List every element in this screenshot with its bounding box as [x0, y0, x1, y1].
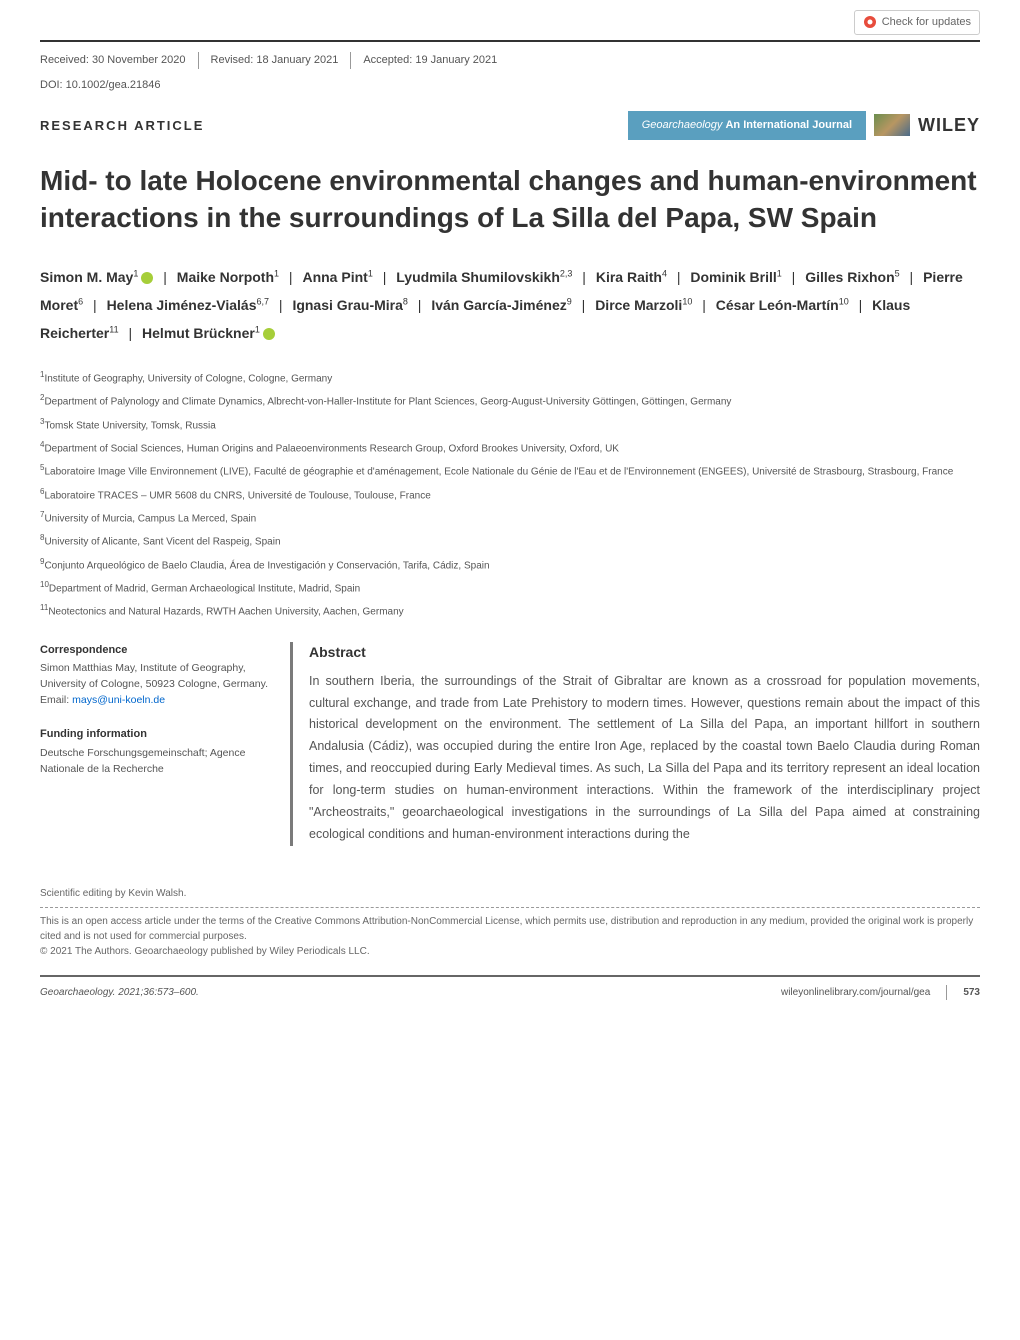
author-separator: | — [275, 297, 286, 313]
journal-title: Geoarchaeology — [642, 119, 723, 131]
author-separator: | — [578, 269, 589, 285]
editor-note: Scientific editing by Kevin Walsh. — [40, 886, 980, 901]
author-separator: | — [159, 269, 170, 285]
affiliation: 11Neotectonics and Natural Hazards, RWTH… — [40, 600, 980, 621]
author: César León-Martín10 — [716, 297, 849, 313]
license-block: This is an open access article under the… — [40, 907, 980, 959]
publisher-logo: WILEY — [918, 112, 980, 139]
correspondence-body: Simon Matthias May, Institute of Geograp… — [40, 661, 270, 693]
article-type-label: RESEARCH ARTICLE — [40, 116, 204, 136]
footer-citation: Geoarchaeology. 2021;36:573–600. — [40, 985, 199, 1000]
accepted-date: Accepted: 19 January 2021 — [351, 52, 509, 69]
author-separator: | — [379, 269, 390, 285]
affiliation: 7University of Murcia, Campus La Merced,… — [40, 507, 980, 528]
email-label: Email: — [40, 694, 69, 706]
author-separator: | — [698, 297, 709, 313]
author-separator: | — [89, 297, 100, 313]
check-updates-label: Check for updates — [882, 14, 971, 31]
author-separator: | — [906, 269, 917, 285]
author: Kira Raith4 — [596, 269, 667, 285]
received-date: Received: 30 November 2020 — [40, 52, 199, 69]
check-updates-icon — [863, 15, 877, 29]
abstract-text: In southern Iberia, the surroundings of … — [309, 671, 980, 846]
correspondence-email-link[interactable]: mays@uni-koeln.de — [72, 694, 165, 706]
footer-url-link[interactable]: wileyonlinelibrary.com/journal/gea — [781, 985, 930, 1000]
footer-right: wileyonlinelibrary.com/journal/gea 573 — [781, 985, 980, 1000]
orcid-icon[interactable] — [263, 328, 275, 340]
affiliation: 4Department of Social Sciences, Human Or… — [40, 437, 980, 458]
abstract-heading: Abstract — [309, 642, 980, 663]
page-footer: Geoarchaeology. 2021;36:573–600. wileyon… — [40, 975, 980, 1000]
affiliation: 9Conjunto Arqueológico de Baelo Claudia,… — [40, 554, 980, 575]
affiliation: 1Institute of Geography, University of C… — [40, 367, 980, 388]
journal-thumb-icon — [874, 114, 910, 136]
affiliation: 10Department of Madrid, German Archaeolo… — [40, 577, 980, 598]
correspondence-heading: Correspondence — [40, 642, 270, 659]
affiliation: 6Laboratoire TRACES – UMR 5608 du CNRS, … — [40, 484, 980, 505]
author: Helmut Brückner1 — [142, 325, 275, 341]
author: Ignasi Grau-Mira8 — [292, 297, 407, 313]
author-separator: | — [855, 297, 866, 313]
affiliation: 2Department of Palynology and Climate Dy… — [40, 390, 980, 411]
footer-pagenum: 573 — [946, 985, 980, 1000]
affiliation: 3Tomsk State University, Tomsk, Russia — [40, 414, 980, 435]
journal-tag: An International Journal — [725, 119, 852, 131]
license-line1: This is an open access article under the… — [40, 914, 980, 944]
revised-date: Revised: 18 January 2021 — [199, 52, 352, 69]
doi: DOI: 10.1002/gea.21846 — [40, 77, 980, 94]
correspondence-block: Correspondence Simon Matthias May, Insti… — [40, 642, 270, 709]
orcid-icon[interactable] — [141, 272, 153, 284]
affiliation-list: 1Institute of Geography, University of C… — [40, 367, 980, 622]
article-title: Mid- to late Holocene environmental chan… — [40, 162, 980, 238]
right-column: Abstract In southern Iberia, the surroun… — [290, 642, 980, 846]
body-columns: Correspondence Simon Matthias May, Insti… — [40, 642, 980, 846]
journal-badge: Geoarchaeology An International Journal … — [628, 111, 980, 140]
author: Maike Norpoth1 — [177, 269, 279, 285]
author-separator: | — [788, 269, 799, 285]
license-line2: © 2021 The Authors. Geoarchaeology publi… — [40, 944, 980, 959]
author: Helena Jiménez-Vialás6,7 — [107, 297, 269, 313]
article-type-bar: RESEARCH ARTICLE Geoarchaeology An Inter… — [40, 111, 980, 140]
author-separator: | — [285, 269, 296, 285]
author: Lyudmila Shumilovskikh2,3 — [396, 269, 572, 285]
check-updates-badge[interactable]: Check for updates — [854, 10, 980, 35]
funding-body: Deutsche Forschungsgemeinschaft; Agence … — [40, 746, 270, 778]
author-separator: | — [673, 269, 684, 285]
author: Dominik Brill1 — [690, 269, 781, 285]
journal-name: Geoarchaeology An International Journal — [628, 111, 866, 140]
left-column: Correspondence Simon Matthias May, Insti… — [40, 642, 270, 846]
author-list: Simon M. May1 | Maike Norpoth1 | Anna Pi… — [40, 263, 980, 347]
author: Simon M. May1 — [40, 269, 153, 285]
author: Gilles Rixhon5 — [805, 269, 899, 285]
affiliation: 5Laboratoire Image Ville Environnement (… — [40, 460, 980, 481]
article-dates: Received: 30 November 2020 Revised: 18 J… — [40, 40, 980, 69]
funding-heading: Funding information — [40, 726, 270, 743]
author-separator: | — [125, 325, 136, 341]
author-separator: | — [414, 297, 425, 313]
affiliation: 8University of Alicante, Sant Vicent del… — [40, 530, 980, 551]
author: Iván García-Jiménez9 — [431, 297, 571, 313]
correspondence-email-line: Email: mays@uni-koeln.de — [40, 693, 270, 709]
funding-block: Funding information Deutsche Forschungsg… — [40, 726, 270, 777]
author-separator: | — [578, 297, 589, 313]
author: Dirce Marzoli10 — [595, 297, 692, 313]
author: Anna Pint1 — [302, 269, 372, 285]
